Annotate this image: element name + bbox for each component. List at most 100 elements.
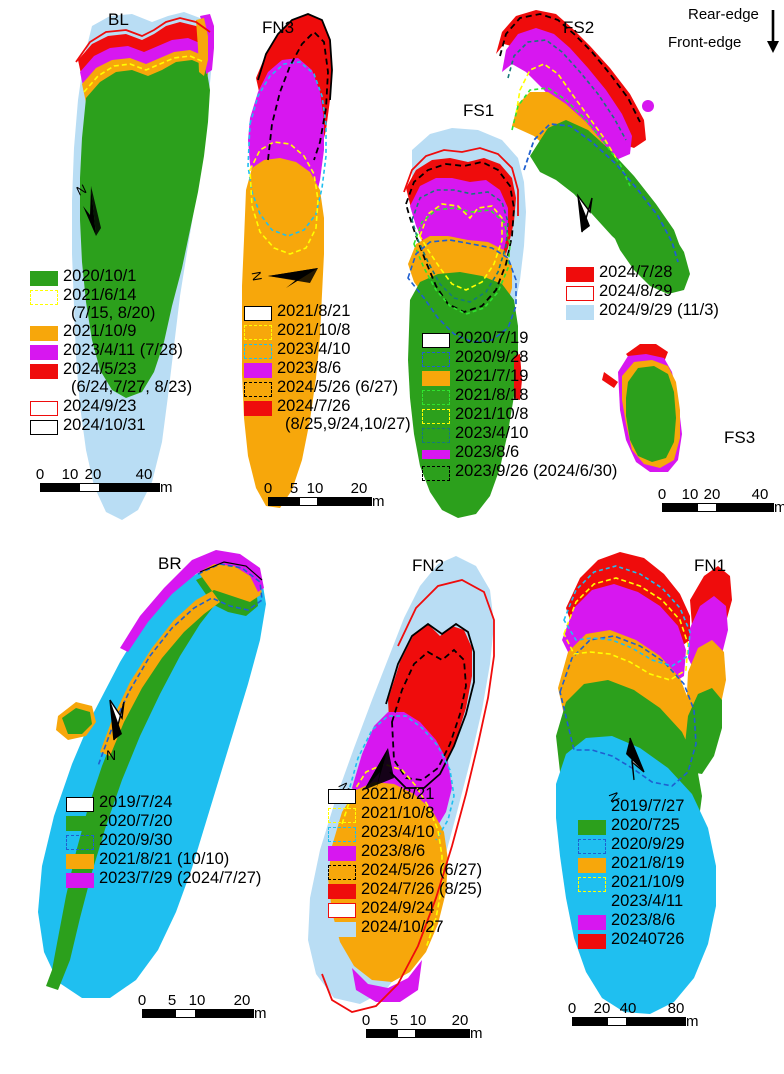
- legend-label: 2021/8/18: [455, 386, 529, 404]
- scalebar-tick: 0: [263, 480, 273, 497]
- legend-swatch: [422, 428, 450, 443]
- map-BL: N: [72, 12, 214, 520]
- legend-item[interactable]: 2021/8/21: [244, 302, 411, 321]
- legend-item[interactable]: 2019/7/27: [578, 797, 684, 816]
- legend-item[interactable]: 2021/6/14 (7/15, 8/20): [30, 286, 192, 322]
- legend-item[interactable]: 2024/9/24: [328, 899, 482, 918]
- FS1-outline-2020-09-28: [407, 239, 517, 343]
- FS2-outline-yellow: [515, 63, 617, 159]
- BR-extent-2023-07-29: [120, 550, 264, 652]
- legend-label: 2024/7/26 (8/25): [361, 880, 483, 898]
- legend-item[interactable]: 2023/4/10: [422, 424, 617, 443]
- legend-label: 2020/7/19: [455, 329, 529, 347]
- legend-item[interactable]: 2020/10/1: [30, 267, 192, 286]
- scalebar-tick: 80: [667, 1000, 685, 1017]
- legend-item[interactable]: 2021/8/21 (10/10): [66, 850, 261, 869]
- scalebar-BL: 0 10 20 40 m: [36, 466, 173, 496]
- legend-label: 2023/9/26 (2024/6/30): [455, 461, 618, 480]
- scalebar-bar: m: [572, 1013, 699, 1030]
- legend-swatch: [578, 801, 606, 816]
- legend-label: 2023/7/29 (2024/7/27): [99, 869, 262, 887]
- FN1-outline-2021-10-09: [563, 577, 689, 681]
- legend-sublabel: (6/24,7/27, 8/23): [71, 377, 193, 396]
- legend-item[interactable]: 2021/10/8: [422, 405, 617, 424]
- BR-outline-2019-07-24: [199, 561, 263, 581]
- legend-item[interactable]: 2023/4/11 (7/28): [30, 342, 192, 361]
- FN2-extent-orange: [328, 782, 448, 982]
- legend-item[interactable]: 2020/7/20: [66, 812, 261, 831]
- legend-item[interactable]: 20240726: [578, 930, 684, 949]
- legend-item[interactable]: 2024/10/27: [328, 918, 482, 937]
- scalebar-tick: 20: [593, 1000, 611, 1017]
- scalebar-unit: m: [372, 493, 385, 510]
- legend-item[interactable]: 2024/8/29: [566, 282, 719, 301]
- legend-item[interactable]: 2020/9/29: [578, 835, 684, 854]
- legend-swatch: [422, 409, 450, 424]
- legend-item[interactable]: 2020/7/19: [422, 329, 617, 348]
- legend-item[interactable]: 2024/7/28: [566, 263, 719, 282]
- FS1-right-edge-sliver: [514, 354, 522, 400]
- legend-item[interactable]: 2024/5/23 (6/24,7/27, 8/23): [30, 361, 192, 396]
- legend-swatch: [244, 325, 272, 340]
- legend-item[interactable]: 2023/8/6: [578, 911, 684, 930]
- FN2-outline-2021-10-08: [341, 763, 443, 949]
- legend-item[interactable]: 2019/7/24: [66, 793, 261, 812]
- legend-item[interactable]: 2024/7/26 (8/25): [328, 880, 483, 899]
- legend-item[interactable]: 2023/8/6: [328, 842, 482, 861]
- scalebar-bar: m: [142, 1005, 267, 1022]
- scalebar-tick: 40: [751, 486, 769, 503]
- legend-item[interactable]: 2020/9/28: [422, 348, 617, 367]
- legend-swatch: [578, 858, 606, 873]
- legend-item[interactable]: 2023/8/6: [244, 359, 411, 378]
- legend-item[interactable]: 2023/4/11: [578, 892, 684, 911]
- legend-BR: 2019/7/24 2020/7/20 2020/9/30 2021/8/21 …: [66, 793, 262, 889]
- legend-item[interactable]: 2021/8/18: [422, 386, 617, 405]
- legend-swatch: [328, 827, 356, 842]
- legend-label: 2021/10/9: [611, 873, 685, 891]
- legend-item[interactable]: 2020/725: [578, 816, 684, 835]
- map-BR: N: [38, 550, 266, 998]
- legend-item[interactable]: 2023/7/29 (2024/7/27): [66, 869, 262, 888]
- legend-label: 2021/10/8: [277, 321, 351, 339]
- legend-item[interactable]: 2021/10/8: [244, 321, 411, 340]
- legend-item[interactable]: 2024/9/29 (11/3): [566, 301, 719, 320]
- legend-item[interactable]: 2021/10/8: [328, 804, 482, 823]
- FS2-magenta-dot: [642, 100, 654, 112]
- legend-label: 2023/4/11: [611, 892, 684, 910]
- FN2-outline-2024-05-26: [391, 648, 467, 781]
- FS2-outline-blue-dash: [523, 123, 679, 263]
- legend-item[interactable]: 2021/10/9: [30, 323, 192, 342]
- FS2-outline-green-dash: [511, 87, 631, 187]
- legend-item[interactable]: 2021/8/21: [328, 785, 482, 804]
- legend-item[interactable]: 2024/5/26 (6/27): [244, 378, 411, 397]
- legend-label: 2023/4/10: [277, 340, 351, 358]
- legend-sublabel: (7/15, 8/20): [71, 303, 156, 322]
- legend-label: 2024/7/28: [599, 263, 673, 281]
- legend-label: 2021/8/21: [361, 785, 435, 803]
- legend-item[interactable]: 2023/8/6: [422, 443, 617, 462]
- legend-item[interactable]: 2024/5/26 (6/27): [328, 861, 483, 880]
- legend-item[interactable]: 2021/10/9: [578, 873, 685, 892]
- legend-swatch: [578, 896, 606, 911]
- FS2-extent-2023-08-06: [502, 28, 632, 160]
- legend-item[interactable]: 2021/8/19: [578, 854, 684, 873]
- north-arrow-FN3: N: [249, 268, 318, 288]
- legend-label: 2021/10/8: [361, 804, 435, 822]
- panel-title-FN1: FN1: [694, 556, 727, 575]
- legend-item[interactable]: 2024/10/31: [30, 416, 192, 435]
- FS2-outline-black: [499, 13, 641, 123]
- legend-item[interactable]: 2023/4/10: [244, 340, 411, 359]
- legend-swatch: [244, 363, 272, 378]
- legend-item[interactable]: 2023/4/10: [328, 823, 482, 842]
- scalebar-bar: m: [40, 479, 173, 496]
- legend-item[interactable]: 2024/7/26 (8/25,9/24,10/27): [244, 397, 411, 433]
- legend-item[interactable]: 2024/9/23: [30, 397, 192, 416]
- scalebar-tick: 5: [289, 480, 299, 497]
- legend-item[interactable]: 2020/9/30: [66, 831, 261, 850]
- legend-item[interactable]: 2023/9/26 (2024/6/30): [422, 461, 618, 481]
- legend-label: 2024/5/26 (6/27): [361, 861, 483, 879]
- FS2-outline-teal: [507, 39, 627, 141]
- FN3-outline-2021-10-08: [249, 141, 319, 255]
- legend-item[interactable]: 2021/7/19: [422, 367, 617, 386]
